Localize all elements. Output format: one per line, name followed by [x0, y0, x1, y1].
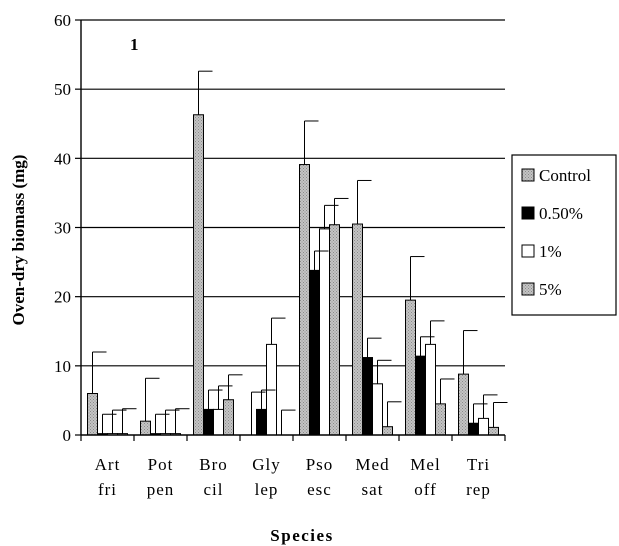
x-tick-label: Art fri	[95, 455, 121, 499]
legend-swatch	[521, 206, 535, 220]
bar	[309, 269, 320, 436]
bar	[352, 223, 363, 436]
bar	[193, 114, 204, 436]
y-tick-label: 0	[63, 426, 72, 445]
bar	[87, 393, 98, 436]
bar	[468, 422, 479, 436]
bar	[382, 426, 393, 436]
panel-label: 1	[130, 35, 139, 54]
legend-swatch	[521, 168, 535, 182]
bar	[256, 408, 267, 436]
bar	[140, 420, 151, 436]
bar	[213, 408, 224, 436]
error-bars	[92, 70, 508, 435]
y-tick-label: 10	[54, 357, 71, 376]
x-tick-label: Bro cil	[199, 455, 228, 499]
legend-swatch	[521, 244, 535, 258]
x-axis-title: Species	[270, 526, 333, 545]
x-tick-label: Mel off	[410, 455, 440, 499]
bar	[458, 373, 469, 436]
bar	[425, 343, 436, 436]
legend-label: Control	[539, 166, 591, 185]
bar	[319, 228, 330, 436]
legend-label: 0.50%	[539, 204, 583, 223]
y-tick-label: 30	[54, 219, 71, 238]
y-tick-label: 60	[54, 11, 71, 30]
bar	[203, 408, 214, 436]
bar	[299, 164, 310, 436]
y-axis-title: Oven-dry biomass (mg)	[9, 155, 28, 326]
x-tick-label: Tri rep	[466, 455, 491, 499]
gridlines	[81, 19, 505, 367]
bar	[478, 417, 489, 436]
y-tick-label: 50	[54, 80, 71, 99]
x-tick-label: Med sat	[355, 455, 389, 499]
bar	[488, 426, 499, 436]
legend-label: 1%	[539, 242, 562, 261]
x-tick-label: Gly lep	[252, 455, 281, 499]
bar	[223, 399, 234, 436]
bar	[372, 383, 383, 436]
x-tick-label: Pso esc	[306, 455, 334, 499]
legend-swatch	[521, 282, 535, 296]
bar	[362, 357, 373, 436]
axes: 0 10 20 30 40 50 60 Art fri Pot pen Bro cil Gly lep Pso…	[54, 11, 506, 499]
bar	[405, 299, 416, 436]
legend-label: 5%	[539, 280, 562, 299]
y-tick-label: 40	[54, 149, 71, 168]
y-tick-label: 20	[54, 288, 71, 307]
bar	[435, 403, 446, 436]
legend: Control 0.50% 1% 5%	[511, 154, 617, 316]
bars	[87, 114, 499, 436]
bar	[415, 355, 426, 436]
bar	[329, 224, 340, 436]
x-tick-label: Pot pen	[147, 455, 175, 499]
